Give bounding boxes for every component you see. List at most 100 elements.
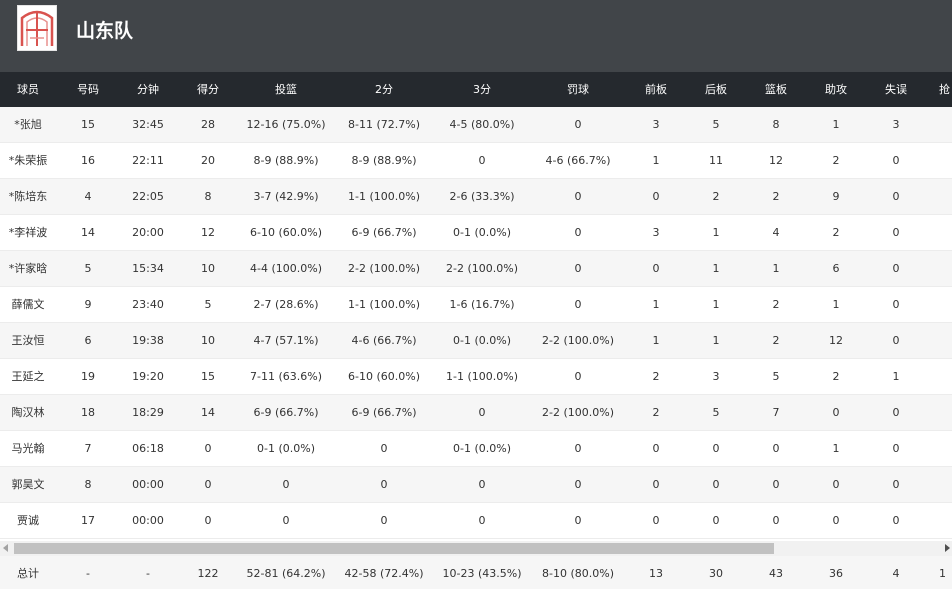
table-row: 郭昊文 8 00:00 0 0 0 0 0 0 0 0 0 0	[0, 467, 952, 503]
col-header-number[interactable]: 号码	[77, 83, 99, 96]
cell-player[interactable]: *陈培东	[8, 190, 48, 203]
cell-3pt: 1-6 (16.7%)	[449, 298, 515, 311]
col-header-oreb[interactable]: 前板	[645, 83, 667, 96]
cell-tov: 0	[892, 478, 900, 491]
col-header-ft[interactable]: 罚球	[567, 83, 589, 96]
cell-dreb: 11	[709, 154, 723, 167]
cell-dreb: 0	[712, 514, 720, 527]
cell-tov: 0	[892, 334, 900, 347]
cell-minutes: 00:00	[132, 514, 164, 527]
cell-tov: 1	[892, 370, 900, 383]
cell-player[interactable]: *朱荣振	[8, 154, 48, 167]
cell-3pt: 0-1 (0.0%)	[453, 334, 511, 347]
col-header-reb[interactable]: 篮板	[765, 83, 787, 96]
cell-2pt: 1-1 (100.0%)	[348, 190, 420, 203]
total-3pt: 10-23 (43.5%)	[442, 567, 522, 580]
table-row: 薛儒文 9 23:40 5 2-7 (28.6%) 1-1 (100.0%) 1-6 (16…	[0, 287, 952, 323]
cell-player[interactable]: *许家晗	[8, 262, 48, 275]
cell-reb: 2	[772, 298, 780, 311]
col-header-points[interactable]: 得分	[197, 83, 219, 96]
cell-number: 5	[84, 262, 92, 275]
table-row: *许家晗 5 15:34 10 4-4 (100.0%) 2-2 (100.0%) 2-2 …	[0, 251, 952, 287]
cell-number: 8	[84, 478, 92, 491]
cell-points: 12	[201, 226, 215, 239]
cell-fg: 0-1 (0.0%)	[257, 442, 315, 455]
cell-3pt: 0	[478, 154, 486, 167]
cell-fg: 12-16 (75.0%)	[246, 118, 326, 131]
total-minutes: -	[146, 567, 150, 580]
team-logo-emblem	[20, 10, 54, 46]
cell-ft: 0	[574, 442, 582, 455]
cell-points: 10	[201, 334, 215, 347]
total-points: 122	[197, 567, 219, 580]
cell-player[interactable]: 郭昊文	[11, 478, 45, 491]
cell-ft: 0	[574, 298, 582, 311]
col-header-2pt[interactable]: 2分	[375, 83, 393, 96]
cell-minutes: 19:38	[132, 334, 164, 347]
col-header-minutes[interactable]: 分钟	[137, 83, 159, 96]
cell-fg: 3-7 (42.9%)	[253, 190, 319, 203]
cell-tov: 0	[892, 298, 900, 311]
total-number: -	[86, 567, 90, 580]
cell-oreb: 0	[652, 190, 660, 203]
cell-ast: 2	[832, 154, 840, 167]
cell-dreb: 1	[712, 226, 720, 239]
cell-player[interactable]: 贾诚	[17, 514, 39, 527]
cell-fg: 6-9 (66.7%)	[253, 406, 319, 419]
col-header-3pt[interactable]: 3分	[473, 83, 491, 96]
cell-2pt: 8-11 (72.7%)	[348, 118, 420, 131]
cell-2pt: 6-9 (66.7%)	[351, 406, 417, 419]
total-tov: 4	[892, 567, 900, 580]
cell-ast: 2	[832, 370, 840, 383]
cell-player[interactable]: 王延之	[11, 370, 45, 383]
cell-reb: 12	[769, 154, 783, 167]
cell-ast: 9	[832, 190, 840, 203]
cell-tov: 3	[892, 118, 900, 131]
cell-ft: 2-2 (100.0%)	[542, 406, 614, 419]
scroll-left-icon[interactable]	[3, 544, 8, 552]
cell-points: 0	[204, 478, 212, 491]
cell-minutes: 19:20	[132, 370, 164, 383]
cell-dreb: 0	[712, 442, 720, 455]
cell-oreb: 0	[652, 478, 660, 491]
cell-fg: 2-7 (28.6%)	[253, 298, 319, 311]
col-header-ast[interactable]: 助攻	[825, 83, 847, 96]
col-header-fg[interactable]: 投篮	[275, 83, 297, 96]
cell-ast: 1	[832, 118, 840, 131]
cell-dreb: 5	[712, 406, 720, 419]
cell-2pt: 2-2 (100.0%)	[348, 262, 420, 275]
total-stl: 1	[939, 567, 946, 580]
table-row: 贾诚 17 00:00 0 0 0 0 0 0 0 0 0 0	[0, 503, 952, 539]
table-header: 球员 号码 分钟 得分 投篮 2分 3分 罚球 前板 后板 篮板 助攻 失误 抢	[0, 72, 952, 107]
cell-points: 10	[201, 262, 215, 275]
cell-2pt: 0	[380, 514, 388, 527]
cell-number: 16	[81, 154, 95, 167]
cell-points: 5	[204, 298, 212, 311]
cell-player[interactable]: 陶汉林	[11, 406, 45, 419]
cell-oreb: 1	[652, 154, 660, 167]
cell-player[interactable]: 王汝恒	[11, 334, 45, 347]
cell-3pt: 2-2 (100.0%)	[446, 262, 518, 275]
cell-oreb: 2	[652, 370, 660, 383]
cell-player[interactable]: *张旭	[14, 118, 42, 131]
cell-2pt: 6-10 (60.0%)	[348, 370, 420, 383]
scroll-thumb[interactable]	[14, 543, 774, 554]
horizontal-scrollbar[interactable]	[0, 541, 952, 556]
cell-player[interactable]: 薛儒文	[11, 298, 45, 311]
cell-number: 7	[84, 442, 92, 455]
cell-player[interactable]: 马光翰	[11, 442, 45, 455]
cell-player[interactable]: *李祥波	[8, 226, 48, 239]
cell-points: 8	[204, 190, 212, 203]
cell-reb: 0	[772, 478, 780, 491]
scroll-right-icon[interactable]	[945, 544, 950, 552]
col-header-player[interactable]: 球员	[17, 83, 39, 96]
cell-ast: 2	[832, 226, 840, 239]
cell-3pt: 0	[478, 406, 486, 419]
col-header-stl[interactable]: 抢	[939, 83, 950, 96]
cell-reb: 0	[772, 442, 780, 455]
cell-oreb: 0	[652, 514, 660, 527]
col-header-dreb[interactable]: 后板	[705, 83, 727, 96]
col-header-tov[interactable]: 失误	[885, 83, 907, 96]
cell-minutes: 22:11	[132, 154, 164, 167]
cell-ft: 0	[574, 262, 582, 275]
